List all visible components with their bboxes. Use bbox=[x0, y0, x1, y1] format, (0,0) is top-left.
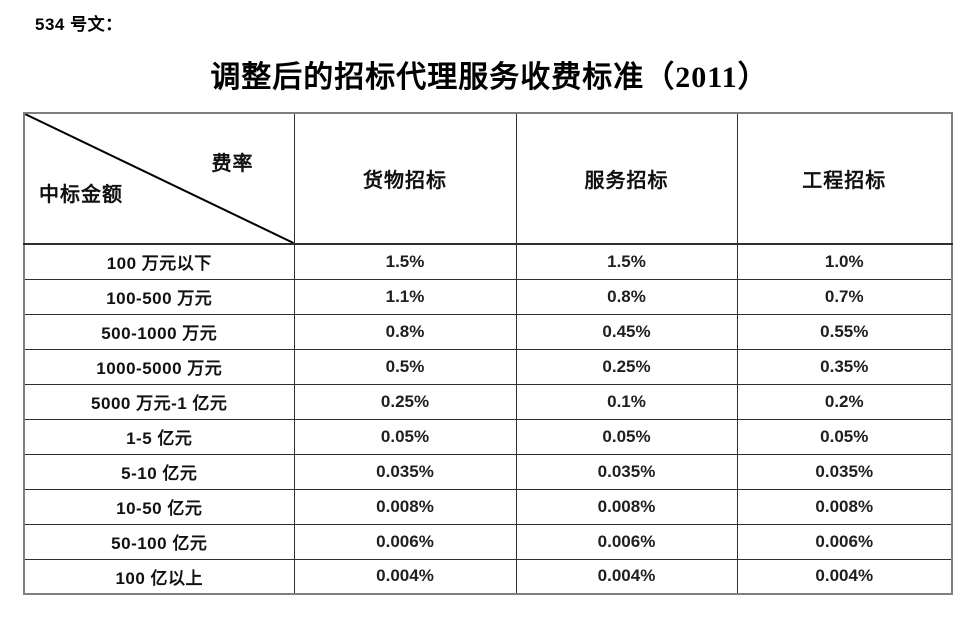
table-row: 5000 万元-1 亿元 0.25% 0.1% 0.2% bbox=[23, 383, 953, 420]
rate-cell: 0.25% bbox=[293, 383, 517, 420]
table-row: 100-500 万元 1.1% 0.8% 0.7% bbox=[23, 278, 953, 315]
rate-cell: 0.008% bbox=[736, 488, 953, 525]
rate-cell: 0.1% bbox=[515, 383, 738, 420]
rate-cell: 0.8% bbox=[515, 278, 738, 315]
rate-cell: 1.1% bbox=[293, 278, 517, 315]
row-label: 100 万元以下 bbox=[23, 243, 295, 280]
row-label: 5-10 亿元 bbox=[23, 453, 295, 490]
corner-label-amount: 中标金额 bbox=[39, 184, 123, 206]
row-label: 500-1000 万元 bbox=[23, 313, 295, 350]
row-label: 100 亿以上 bbox=[23, 558, 295, 595]
rate-cell: 0.35% bbox=[736, 348, 953, 385]
rate-cell: 0.05% bbox=[515, 418, 738, 455]
table-row: 1-5 亿元 0.05% 0.05% 0.05% bbox=[23, 418, 953, 455]
rate-cell: 0.25% bbox=[515, 348, 738, 385]
table-row: 50-100 亿元 0.006% 0.006% 0.006% bbox=[23, 523, 953, 560]
rate-cell: 0.2% bbox=[736, 383, 953, 420]
rate-cell: 0.55% bbox=[736, 313, 953, 350]
rate-cell: 0.5% bbox=[293, 348, 517, 385]
rate-cell: 0.035% bbox=[736, 453, 953, 490]
rate-cell: 0.006% bbox=[515, 523, 738, 560]
rate-cell: 0.004% bbox=[736, 558, 953, 595]
rate-cell: 0.8% bbox=[293, 313, 517, 350]
rate-cell: 1.5% bbox=[293, 243, 517, 280]
rate-cell: 0.006% bbox=[736, 523, 953, 560]
corner-header-cell: 费率 中标金额 bbox=[23, 112, 295, 245]
rate-cell: 0.004% bbox=[293, 558, 517, 595]
column-header-services: 服务招标 bbox=[515, 112, 738, 245]
rate-cell: 0.45% bbox=[515, 313, 738, 350]
row-label: 100-500 万元 bbox=[23, 278, 295, 315]
rate-cell: 0.008% bbox=[515, 488, 738, 525]
rate-cell: 0.035% bbox=[293, 453, 517, 490]
rate-cell: 0.7% bbox=[736, 278, 953, 315]
rate-cell: 0.008% bbox=[293, 488, 517, 525]
table-row: 500-1000 万元 0.8% 0.45% 0.55% bbox=[23, 313, 953, 350]
row-label: 10-50 亿元 bbox=[23, 488, 295, 525]
table-row: 1000-5000 万元 0.5% 0.25% 0.35% bbox=[23, 348, 953, 385]
column-header-engineering: 工程招标 bbox=[736, 112, 953, 245]
rate-cell: 0.05% bbox=[736, 418, 953, 455]
row-label: 5000 万元-1 亿元 bbox=[23, 383, 295, 420]
table-row: 5-10 亿元 0.035% 0.035% 0.035% bbox=[23, 453, 953, 490]
column-header-goods: 货物招标 bbox=[293, 112, 517, 245]
rate-cell: 0.004% bbox=[515, 558, 738, 595]
table-row: 10-50 亿元 0.008% 0.008% 0.008% bbox=[23, 488, 953, 525]
table-row: 100 万元以下 1.5% 1.5% 1.0% bbox=[23, 243, 953, 280]
row-label: 1000-5000 万元 bbox=[23, 348, 295, 385]
fee-rate-table: 费率 中标金额 货物招标 服务招标 工程招标 100 万元以下 1.5% 1.5… bbox=[23, 112, 953, 595]
diagonal-divider-line bbox=[25, 114, 293, 242]
doc-number: 534 号文： bbox=[35, 15, 123, 34]
rate-cell: 0.035% bbox=[515, 453, 738, 490]
corner-label-rate: 费率 bbox=[211, 153, 254, 175]
rate-cell: 1.5% bbox=[515, 243, 738, 280]
row-label: 1-5 亿元 bbox=[23, 418, 295, 455]
header-row: 费率 中标金额 货物招标 服务招标 工程招标 bbox=[23, 112, 953, 245]
rate-cell: 0.006% bbox=[293, 523, 517, 560]
rate-cell: 0.05% bbox=[293, 418, 517, 455]
row-label: 50-100 亿元 bbox=[23, 523, 295, 560]
table-row: 100 亿以上 0.004% 0.004% 0.004% bbox=[23, 558, 953, 595]
rate-cell: 1.0% bbox=[736, 243, 953, 280]
page-title: 调整后的招标代理服务收费标准（2011） bbox=[210, 61, 769, 94]
